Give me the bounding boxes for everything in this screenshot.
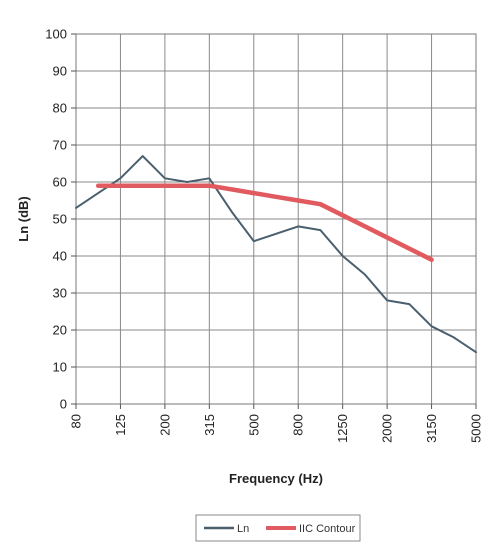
y-tick-label: 40 xyxy=(53,249,67,264)
y-tick-label: 0 xyxy=(60,397,67,412)
y-tick-label: 90 xyxy=(53,64,67,79)
x-axis-ticks: 80 125 200 315 500 800 1250 2000 3150 5000 xyxy=(69,404,484,443)
x-tick-label: 1250 xyxy=(335,414,350,443)
x-tick-label: 125 xyxy=(113,414,128,436)
y-axis-title: Ln (dB) xyxy=(16,196,31,241)
series-line-iic-contour xyxy=(95,183,434,262)
x-tick-label: 5000 xyxy=(469,414,484,443)
y-tick-label: 70 xyxy=(53,138,67,153)
y-axis-ticks: 0 10 20 30 40 50 60 70 80 90 100 xyxy=(45,27,76,412)
legend-label-iic-contour: IIC Contour xyxy=(299,523,356,535)
x-tick-label: 315 xyxy=(202,414,217,436)
x-tick-label: 2000 xyxy=(380,414,395,443)
series-layer xyxy=(75,155,477,354)
y-tick-label: 60 xyxy=(53,175,67,190)
x-tick-label: 80 xyxy=(69,414,84,428)
x-axis-title: Frequency (Hz) xyxy=(229,471,323,486)
y-tick-label: 10 xyxy=(53,360,67,375)
x-tick-label: 3150 xyxy=(424,414,439,443)
x-tick-label: 500 xyxy=(246,414,261,436)
y-tick-label: 20 xyxy=(53,323,67,338)
grid-lines xyxy=(75,33,477,405)
y-tick-label: 80 xyxy=(53,101,67,116)
x-tick-label: 200 xyxy=(157,414,172,436)
y-tick-label: 30 xyxy=(53,286,67,301)
legend-label-ln: Ln xyxy=(237,523,249,535)
series-line-ln xyxy=(75,155,477,354)
y-tick-label: 100 xyxy=(45,27,67,42)
x-tick-label: 800 xyxy=(291,414,306,436)
legend: Ln IIC Contour xyxy=(195,514,361,542)
y-tick-label: 50 xyxy=(53,212,67,227)
